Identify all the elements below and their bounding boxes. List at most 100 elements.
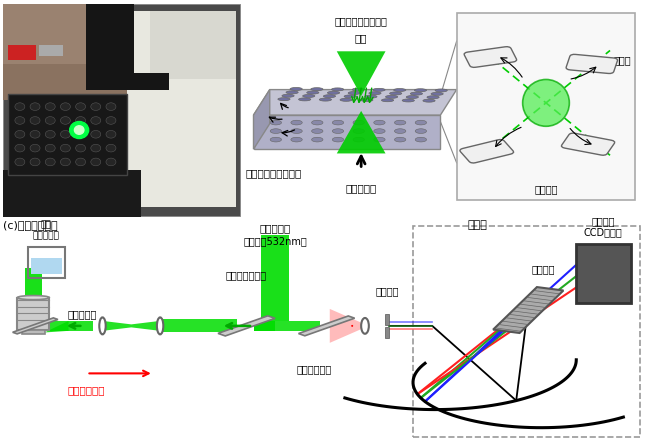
Text: （薬剤耐性大腸菌）: （薬剤耐性大腸菌） [335,16,387,26]
Bar [493,287,564,333]
Ellipse shape [46,144,55,152]
Ellipse shape [394,89,406,91]
Ellipse shape [91,158,101,166]
FancyBboxPatch shape [464,47,517,67]
Ellipse shape [348,91,360,95]
Ellipse shape [307,91,319,94]
Ellipse shape [46,103,55,111]
Text: (c)ラマン顕微鏡: (c)ラマン顕微鏡 [3,220,58,229]
Ellipse shape [311,120,323,125]
Ellipse shape [46,116,55,124]
Ellipse shape [373,88,385,91]
Ellipse shape [91,130,101,138]
Ellipse shape [270,129,281,134]
Ellipse shape [99,317,106,334]
Ellipse shape [15,144,25,152]
Text: （波長：532nm）: （波長：532nm） [244,237,307,246]
FancyBboxPatch shape [150,11,236,79]
Polygon shape [337,111,385,153]
Text: 対物レンズ: 対物レンズ [68,310,97,319]
Ellipse shape [361,99,373,102]
Ellipse shape [291,120,302,125]
Polygon shape [337,51,385,96]
Ellipse shape [353,120,365,125]
Ellipse shape [75,130,86,138]
Ellipse shape [311,137,323,142]
Ellipse shape [303,95,315,98]
Ellipse shape [15,116,25,124]
Ellipse shape [374,129,385,134]
FancyBboxPatch shape [562,133,615,155]
Ellipse shape [402,99,415,102]
Text: ガルバノミラー: ガルバノミラー [226,271,267,280]
Ellipse shape [30,144,40,152]
Ellipse shape [75,103,86,111]
FancyBboxPatch shape [3,4,134,64]
Ellipse shape [332,120,344,125]
Ellipse shape [15,103,25,111]
Ellipse shape [291,137,302,142]
Ellipse shape [60,144,70,152]
Polygon shape [254,115,441,149]
Text: 回折格子: 回折格子 [532,264,555,274]
Text: ９６ウェルプレート: ９６ウェルプレート [246,168,302,178]
Ellipse shape [361,318,369,334]
FancyBboxPatch shape [3,4,240,217]
Bar [385,327,389,338]
Text: 分光器: 分光器 [467,220,487,229]
Ellipse shape [395,120,406,125]
Ellipse shape [75,116,86,124]
Text: 焦点領域: 焦点領域 [534,184,558,194]
Ellipse shape [410,92,422,95]
Ellipse shape [328,91,339,94]
Ellipse shape [106,116,116,124]
Ellipse shape [270,120,281,125]
Ellipse shape [157,317,163,334]
Polygon shape [254,90,270,149]
Ellipse shape [431,92,443,95]
FancyBboxPatch shape [8,45,36,60]
Ellipse shape [353,137,365,142]
Ellipse shape [30,158,40,166]
Ellipse shape [15,130,25,138]
Text: スリット: スリット [376,286,399,297]
Polygon shape [103,321,160,331]
Ellipse shape [18,296,49,300]
Ellipse shape [374,120,385,125]
Ellipse shape [75,144,86,152]
Ellipse shape [15,158,25,166]
Text: 低ノイズ
CCD検出器: 低ノイズ CCD検出器 [584,216,623,237]
FancyBboxPatch shape [566,54,618,73]
Ellipse shape [91,144,101,152]
Ellipse shape [427,96,439,99]
Text: 二色性ミラー: 二色性ミラー [296,364,332,375]
Ellipse shape [60,103,70,111]
Circle shape [70,121,88,138]
FancyBboxPatch shape [456,13,636,200]
FancyBboxPatch shape [254,321,320,331]
Ellipse shape [91,103,101,111]
Ellipse shape [30,103,40,111]
Ellipse shape [60,116,70,124]
Bar [218,316,275,336]
Bar [298,316,355,336]
Text: 試料: 試料 [355,33,367,43]
FancyBboxPatch shape [3,4,134,100]
Ellipse shape [91,116,101,124]
Ellipse shape [278,98,290,101]
FancyBboxPatch shape [39,45,62,56]
Ellipse shape [291,129,302,134]
Text: 大腸菌: 大腸菌 [614,55,631,65]
Ellipse shape [311,129,323,134]
Ellipse shape [106,130,116,138]
Ellipse shape [106,158,116,166]
Polygon shape [25,321,68,334]
Ellipse shape [415,137,426,142]
FancyBboxPatch shape [86,4,134,90]
Ellipse shape [106,144,116,152]
Ellipse shape [389,92,402,95]
Ellipse shape [406,95,419,99]
Polygon shape [330,309,365,343]
Circle shape [74,126,84,134]
FancyBboxPatch shape [163,319,237,332]
